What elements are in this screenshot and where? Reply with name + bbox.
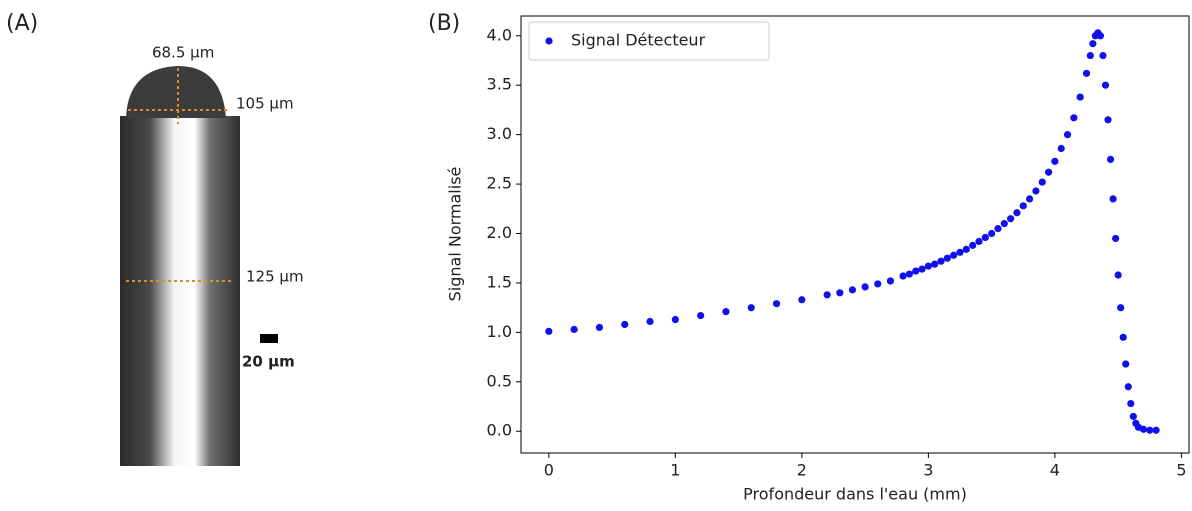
data-point <box>722 308 730 316</box>
data-point <box>1099 51 1107 60</box>
data-point <box>1114 271 1122 279</box>
data-point <box>1109 195 1117 203</box>
data-point <box>918 265 926 273</box>
x-tick-label: 3 <box>923 461 933 480</box>
data-point <box>1119 333 1127 341</box>
annotation: 125 µm <box>246 268 304 286</box>
data-point <box>905 270 914 278</box>
data-point <box>1104 116 1112 124</box>
data-point <box>1127 399 1135 408</box>
data-point <box>1025 195 1034 203</box>
data-point <box>1086 51 1094 60</box>
data-point <box>1146 426 1154 434</box>
data-point <box>836 289 844 297</box>
y-tick-label: 3.0 <box>487 124 512 143</box>
data-point <box>912 267 920 275</box>
annotation: 105 µm <box>236 95 294 113</box>
data-point <box>545 327 553 335</box>
data-point <box>1007 215 1015 223</box>
data-point <box>1124 383 1132 391</box>
data-point <box>1019 202 1027 210</box>
data-point <box>570 325 578 334</box>
data-point <box>621 320 629 329</box>
data-point <box>1076 93 1084 101</box>
x-tick-label: 5 <box>1176 461 1186 480</box>
data-point <box>1106 155 1115 163</box>
y-tick-label: 4.0 <box>487 25 512 44</box>
data-point <box>931 260 939 268</box>
data-point <box>1063 131 1072 139</box>
data-point <box>988 229 996 238</box>
data-point <box>969 241 977 249</box>
data-point <box>823 291 831 299</box>
data-point <box>646 317 654 326</box>
data-point <box>772 300 781 308</box>
data-point <box>943 254 951 262</box>
data-point <box>1070 114 1078 122</box>
data-point <box>1112 234 1120 243</box>
data-point <box>1000 220 1008 228</box>
data-point <box>798 296 806 304</box>
data-point <box>1013 209 1021 217</box>
data-point <box>1082 69 1091 77</box>
data-point <box>1122 360 1130 368</box>
data-point <box>848 286 857 294</box>
data-point <box>956 248 964 256</box>
panel-label: (A) <box>6 11 38 36</box>
y-tick-label: 2.5 <box>487 174 512 193</box>
legend-marker <box>545 37 553 45</box>
data-point <box>1038 178 1046 186</box>
data-point <box>994 224 1002 233</box>
data-point <box>1139 425 1148 433</box>
data-point <box>962 245 970 253</box>
data-point <box>1129 412 1137 421</box>
data-point <box>1152 426 1160 434</box>
y-axis-label: Signal Normalisé <box>446 167 465 302</box>
plot-frame <box>520 15 1190 454</box>
annotation: 68.5 µm <box>152 44 214 62</box>
x-axis-label: Profondeur dans l'eau (mm) <box>743 485 967 504</box>
data-point <box>1057 144 1065 153</box>
data-point <box>937 257 945 265</box>
data-point <box>1101 81 1110 89</box>
legend-box <box>528 21 770 61</box>
data-point <box>874 280 882 288</box>
data-point <box>861 283 869 291</box>
y-tick-label: 2.0 <box>487 223 512 242</box>
data-point <box>1032 187 1040 195</box>
data-point <box>1089 40 1097 48</box>
y-tick-label: 0.5 <box>487 371 512 390</box>
data-point <box>697 311 705 320</box>
data-point <box>981 233 989 242</box>
data-point <box>1051 157 1059 165</box>
x-tick-label: 2 <box>797 461 807 480</box>
x-tick-label: 4 <box>1050 461 1060 480</box>
panel-label: (B) <box>428 11 460 36</box>
data-point <box>975 237 983 246</box>
data-point <box>1044 168 1053 176</box>
y-tick-label: 1.0 <box>487 322 512 341</box>
legend-label: Signal Détecteur <box>571 31 706 50</box>
data-point <box>950 251 958 259</box>
photo <box>120 66 278 466</box>
data-point <box>899 272 907 280</box>
x-tick-label: 0 <box>544 461 554 480</box>
y-tick-label: 3.5 <box>487 75 512 94</box>
y-tick-label: 1.5 <box>487 272 512 291</box>
y-tick-label: 0.0 <box>487 421 512 440</box>
scale-bar-label: 20 µm <box>242 353 295 371</box>
data-point <box>1096 32 1105 40</box>
data-point <box>1117 304 1125 312</box>
data-point <box>747 304 755 312</box>
x-tick-label: 1 <box>670 461 680 480</box>
data-point <box>924 262 932 270</box>
data-point <box>886 277 895 285</box>
data-point <box>595 323 604 332</box>
data-point <box>671 315 679 324</box>
